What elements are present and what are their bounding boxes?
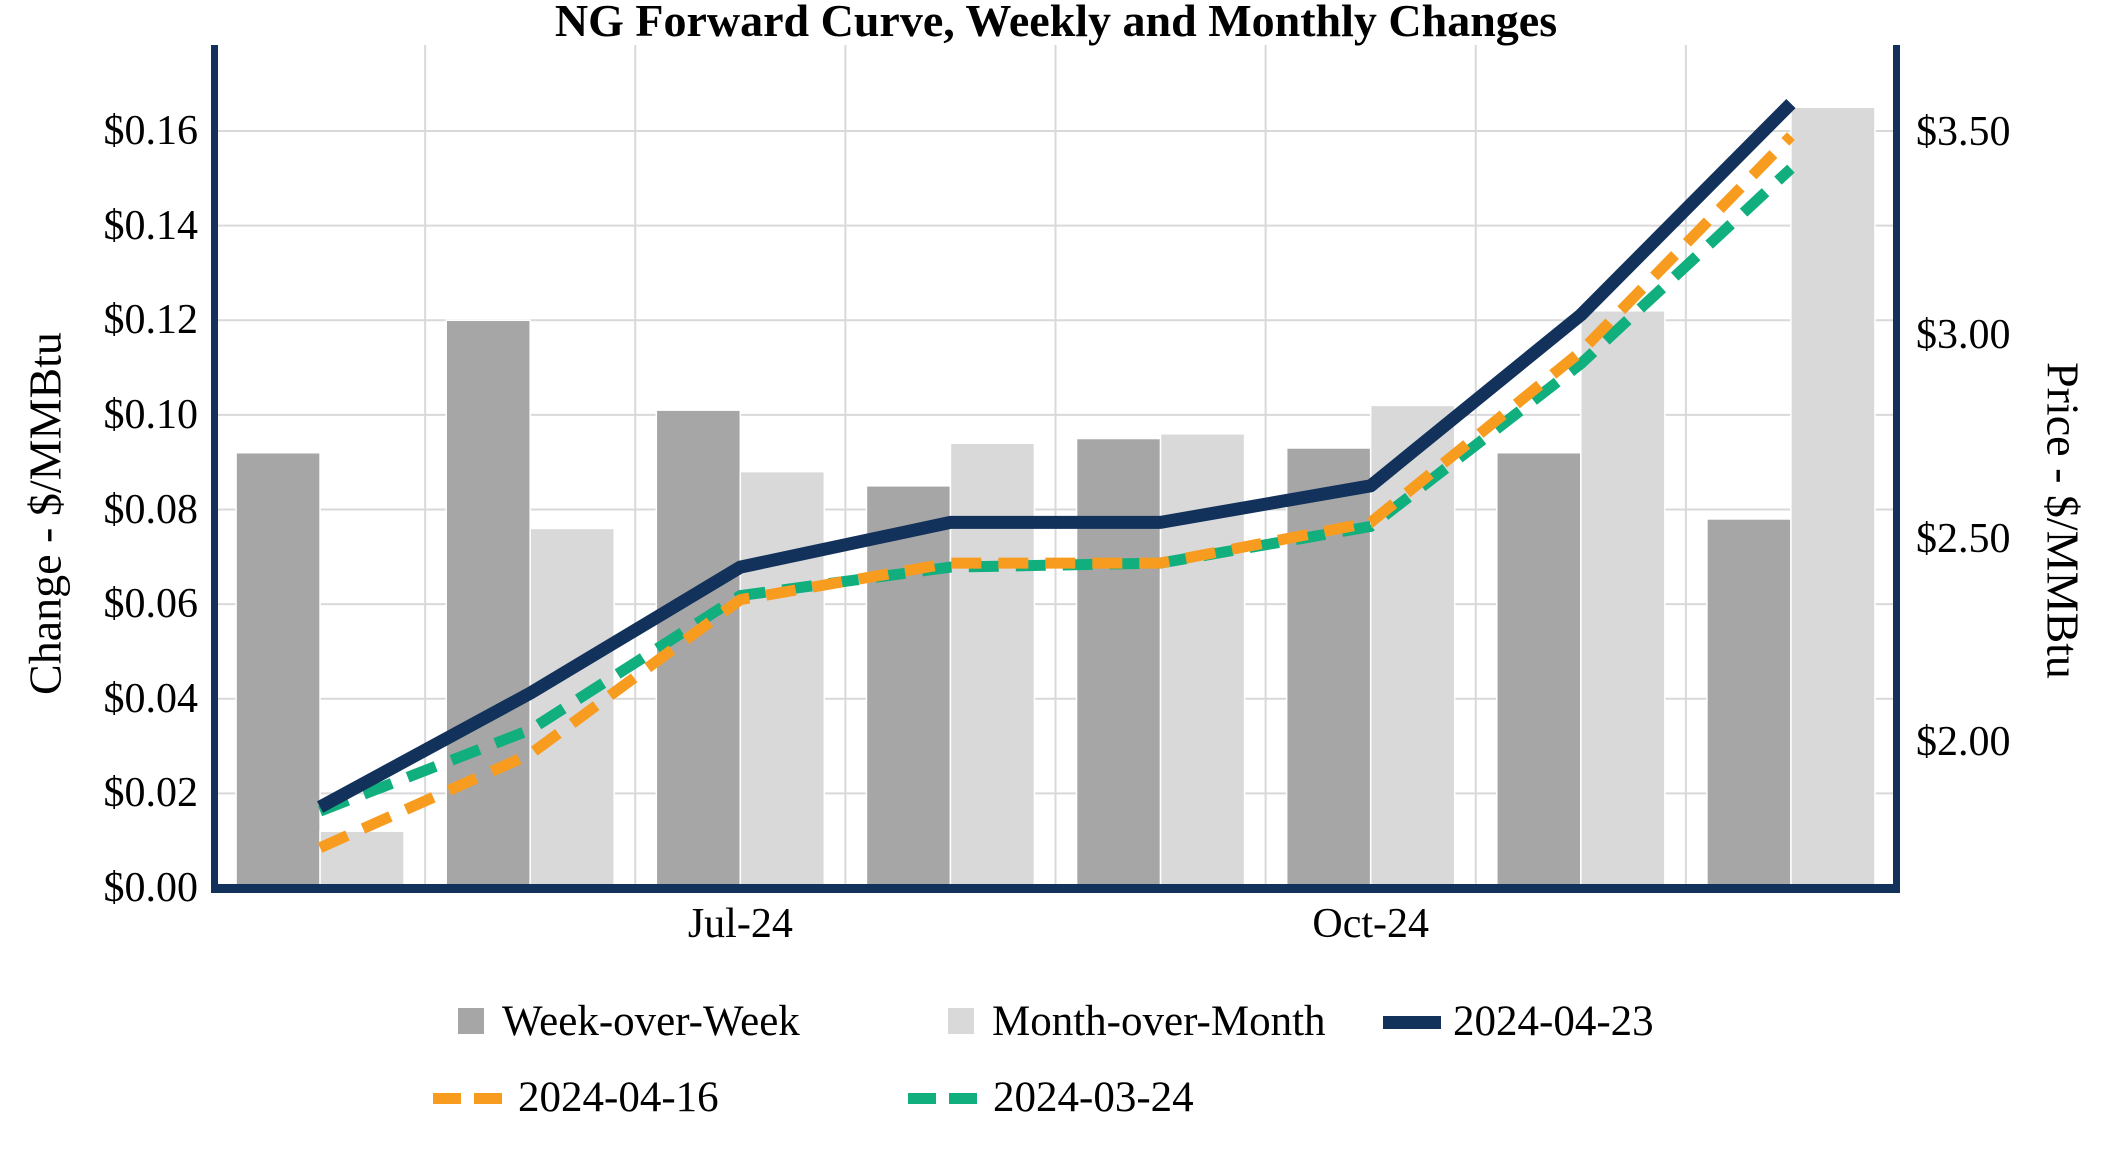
chart-title: NG Forward Curve, Weekly and Monthly Cha… [554, 0, 1558, 46]
solid-line-swatch-icon [1383, 1016, 1441, 1029]
bar-week-over-week [235, 451, 321, 889]
legend-label-2024-03-24: 2024-03-24 [993, 1074, 1194, 1121]
orange-dash-swatch-icon [474, 1093, 502, 1104]
x-axis-line [211, 884, 1900, 893]
legend-label-week-over-week: Week-over-Week [502, 998, 800, 1045]
legend-label-2024-04-23: 2024-04-23 [1453, 998, 1654, 1045]
x-axis-tick-label: Oct-24 [1312, 901, 1429, 947]
left-axis-tick-label: $0.16 [103, 108, 199, 154]
legend-item-2024-04-16: 2024-04-16 [433, 1072, 719, 1124]
bar-week-over-week [1706, 518, 1792, 889]
bar-month-over-month [319, 830, 405, 889]
green-dash-swatch-icon [949, 1093, 977, 1104]
right-axis-line [1893, 45, 1900, 892]
left-axis-tick-label: $0.02 [103, 770, 199, 817]
left-axis-tick-label: $0.14 [103, 202, 199, 249]
green-dash-swatch-icon [908, 1093, 936, 1104]
right-axis-tick-label: $3.50 [1916, 109, 2011, 155]
right-axis-tick-label: $2.50 [1916, 515, 2011, 562]
left-axis-tick-label: $0.00 [103, 865, 199, 911]
bar-month-over-month [1580, 310, 1666, 889]
price-line-2024-04-23 [316, 98, 1796, 813]
legend-item-week-over-week: Week-over-Week [458, 996, 800, 1048]
bar-month-over-month [1159, 433, 1246, 889]
bar-week-over-week [865, 485, 952, 889]
price-line-2024-04-16 [317, 132, 1795, 853]
bar-week-over-week [655, 409, 742, 889]
bar-week-over-week [1496, 451, 1582, 889]
legend-label-2024-04-16: 2024-04-16 [518, 1074, 719, 1121]
month-over-month-swatch-icon [948, 1008, 974, 1034]
price-line-2024-03-24 [318, 164, 1795, 817]
left-axis-tick-label: $0.08 [103, 486, 199, 533]
right-axis-tick-label: $3.00 [1916, 312, 2011, 359]
left-axis-tick-label: $0.12 [103, 297, 199, 344]
left-axis-line [211, 45, 218, 892]
bar-month-over-month [949, 442, 1036, 889]
left-axis-tick-label: $0.06 [103, 581, 199, 628]
bar-week-over-week [1285, 447, 1372, 889]
x-axis-tick-label: Jul-24 [687, 901, 793, 947]
orange-dash-swatch-icon [433, 1093, 461, 1104]
bar-month-over-month [529, 527, 615, 889]
legend-item-2024-03-24: 2024-03-24 [908, 1072, 1194, 1124]
bar-month-over-month [739, 470, 826, 889]
legend-label-month-over-month: Month-over-Month [992, 998, 1326, 1045]
left-axis-tick-label: $0.04 [103, 675, 199, 722]
left-axis-tick-label: $0.10 [103, 391, 199, 438]
week-over-week-swatch-icon [458, 1008, 484, 1034]
right-axis-title: Price - $/MMBtu [2037, 362, 2089, 679]
bar-month-over-month [1790, 106, 1876, 889]
legend-item-2024-04-23: 2024-04-23 [1383, 996, 1654, 1048]
legend-item-month-over-month: Month-over-Month [948, 996, 1326, 1048]
bar-month-over-month [1369, 404, 1456, 889]
bar-week-over-week [445, 319, 531, 889]
bar-week-over-week [1075, 437, 1162, 889]
right-axis-tick-label: $2.00 [1916, 719, 2011, 765]
